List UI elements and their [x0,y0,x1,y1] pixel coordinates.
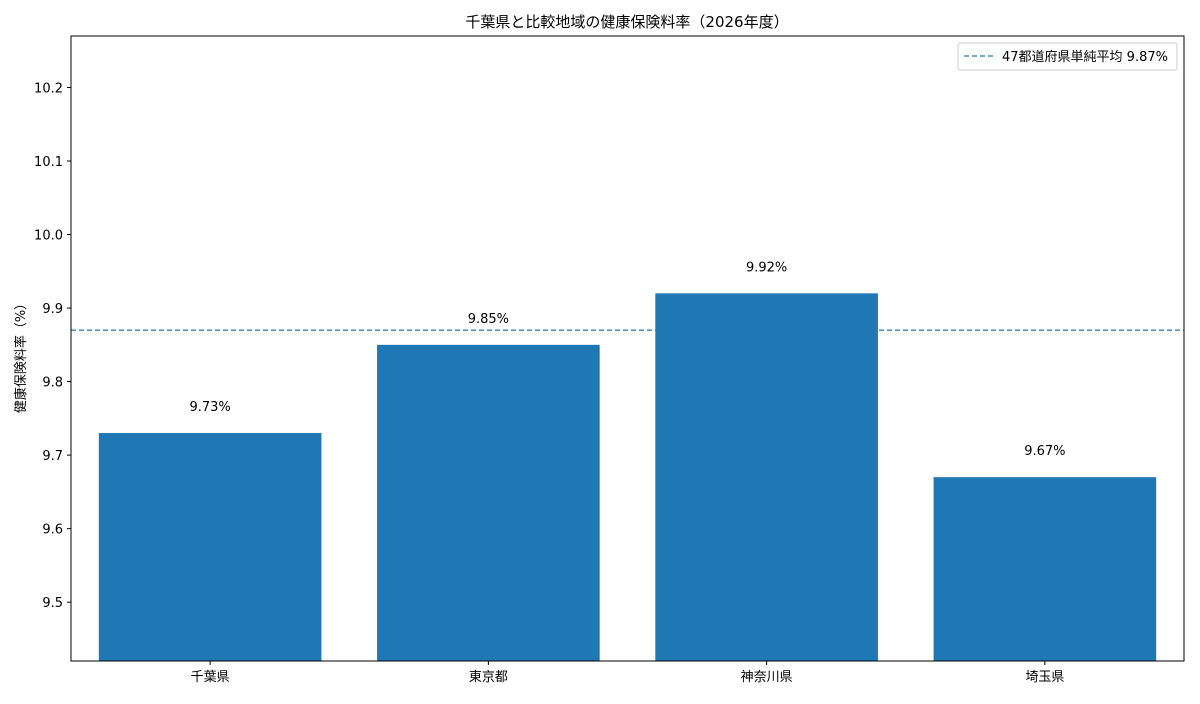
y-tick-label: 10.0 [34,229,63,244]
bar-value-label: 9.85% [468,312,509,327]
x-tick-label: 埼玉県 [1025,670,1064,685]
y-axis-label: 健康保険料率（%） [13,297,29,413]
y-tick-label: 9.5 [42,596,63,611]
legend-frame [957,42,1178,71]
plot-frame [70,35,1185,662]
y-tick-label: 9.8 [42,376,63,391]
y-tick-label: 10.1 [34,155,63,170]
legend: 47都道府県単純平均 9.87% [957,42,1178,71]
bar-value-label: 9.73% [189,400,230,415]
y-tick-label: 9.6 [42,523,63,538]
bar [933,477,1157,661]
bar [377,344,600,661]
plot-area: 9.73% 千葉県 9.85% 東京都 9.92% 神奈川県 9.67% 埼玉県 9.5 9.6 9… [34,35,1185,685]
y-tick-label: 10.2 [34,81,63,96]
y-tick-label: 9.7 [42,449,63,464]
bar [98,433,322,661]
bar-value-label: 9.92% [746,260,787,275]
bar [655,293,878,661]
x-tick-label: 東京都 [469,669,508,685]
legend-label: 47都道府県単純平均 9.87% [1002,49,1168,65]
x-tick-label: 神奈川県 [741,670,793,685]
chart-title: 千葉県と比較地域の健康保険料率（2026年度） [465,13,788,31]
x-tick-label: 千葉県 [191,670,230,685]
bar-value-label: 9.67% [1024,444,1065,459]
y-tick-label: 9.9 [42,302,63,317]
